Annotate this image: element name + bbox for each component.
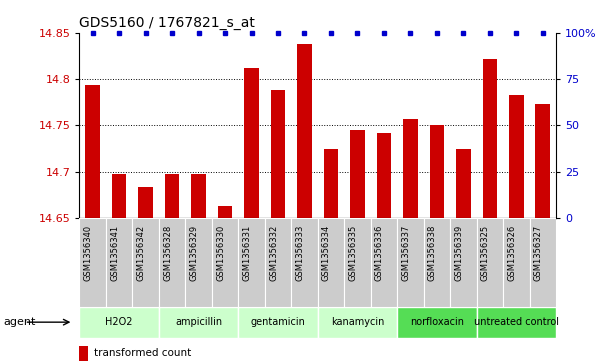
Text: kanamycin: kanamycin (331, 317, 384, 327)
Bar (430, 125, 444, 218)
Bar (483, 58, 497, 218)
Bar (371, 218, 397, 307)
Text: GSM1356333: GSM1356333 (296, 225, 304, 281)
Bar (291, 218, 318, 307)
Text: GSM1356331: GSM1356331 (243, 225, 252, 281)
Bar (456, 149, 470, 218)
Bar (238, 218, 265, 307)
Bar (397, 307, 477, 338)
Bar (159, 307, 238, 338)
Text: GSM1356336: GSM1356336 (375, 225, 384, 281)
Bar (79, 218, 106, 307)
Text: GDS5160 / 1767821_s_at: GDS5160 / 1767821_s_at (79, 16, 255, 30)
Bar (106, 218, 133, 307)
Bar (397, 218, 423, 307)
Bar (165, 174, 180, 218)
Bar (318, 307, 397, 338)
Bar (450, 218, 477, 307)
Text: GSM1356327: GSM1356327 (534, 225, 543, 281)
Text: GSM1356337: GSM1356337 (401, 225, 411, 281)
Text: GSM1356341: GSM1356341 (110, 225, 119, 281)
Bar (79, 307, 159, 338)
Text: norfloxacin: norfloxacin (410, 317, 464, 327)
Text: untreated control: untreated control (474, 317, 559, 327)
Bar (477, 307, 556, 338)
Bar (344, 218, 371, 307)
Bar (423, 218, 450, 307)
Bar (503, 218, 530, 307)
Text: GSM1356334: GSM1356334 (322, 225, 331, 281)
Text: GSM1356330: GSM1356330 (216, 225, 225, 281)
Bar (185, 218, 212, 307)
Text: GSM1356326: GSM1356326 (507, 225, 516, 281)
Bar (376, 132, 391, 218)
Bar (271, 90, 285, 218)
Text: GSM1356342: GSM1356342 (137, 225, 145, 281)
Text: GSM1356332: GSM1356332 (269, 225, 278, 281)
Text: GSM1356325: GSM1356325 (481, 225, 490, 281)
Bar (477, 218, 503, 307)
Text: GSM1356335: GSM1356335 (348, 225, 357, 281)
Bar (244, 68, 259, 218)
Bar (297, 44, 312, 218)
Bar (191, 174, 206, 218)
Text: ampicillin: ampicillin (175, 317, 222, 327)
Bar (138, 187, 153, 218)
Bar (159, 218, 185, 307)
Bar (350, 130, 365, 218)
Bar (218, 206, 232, 218)
Bar (112, 174, 126, 218)
Text: GSM1356339: GSM1356339 (455, 225, 463, 281)
Bar (265, 218, 291, 307)
Text: GSM1356328: GSM1356328 (163, 225, 172, 281)
Bar (133, 218, 159, 307)
Text: GSM1356329: GSM1356329 (189, 225, 199, 281)
Bar (535, 104, 550, 218)
Bar (86, 85, 100, 218)
Bar (318, 218, 344, 307)
Text: transformed count: transformed count (93, 348, 191, 358)
Text: GSM1356340: GSM1356340 (84, 225, 93, 281)
Bar (324, 149, 338, 218)
Text: H2O2: H2O2 (105, 317, 133, 327)
Bar (238, 307, 318, 338)
Text: agent: agent (3, 317, 35, 327)
Bar (79, 346, 88, 361)
Text: gentamicin: gentamicin (251, 317, 306, 327)
Bar (403, 119, 418, 218)
Bar (530, 218, 556, 307)
Text: GSM1356338: GSM1356338 (428, 225, 437, 281)
Bar (509, 95, 524, 218)
Bar (212, 218, 238, 307)
